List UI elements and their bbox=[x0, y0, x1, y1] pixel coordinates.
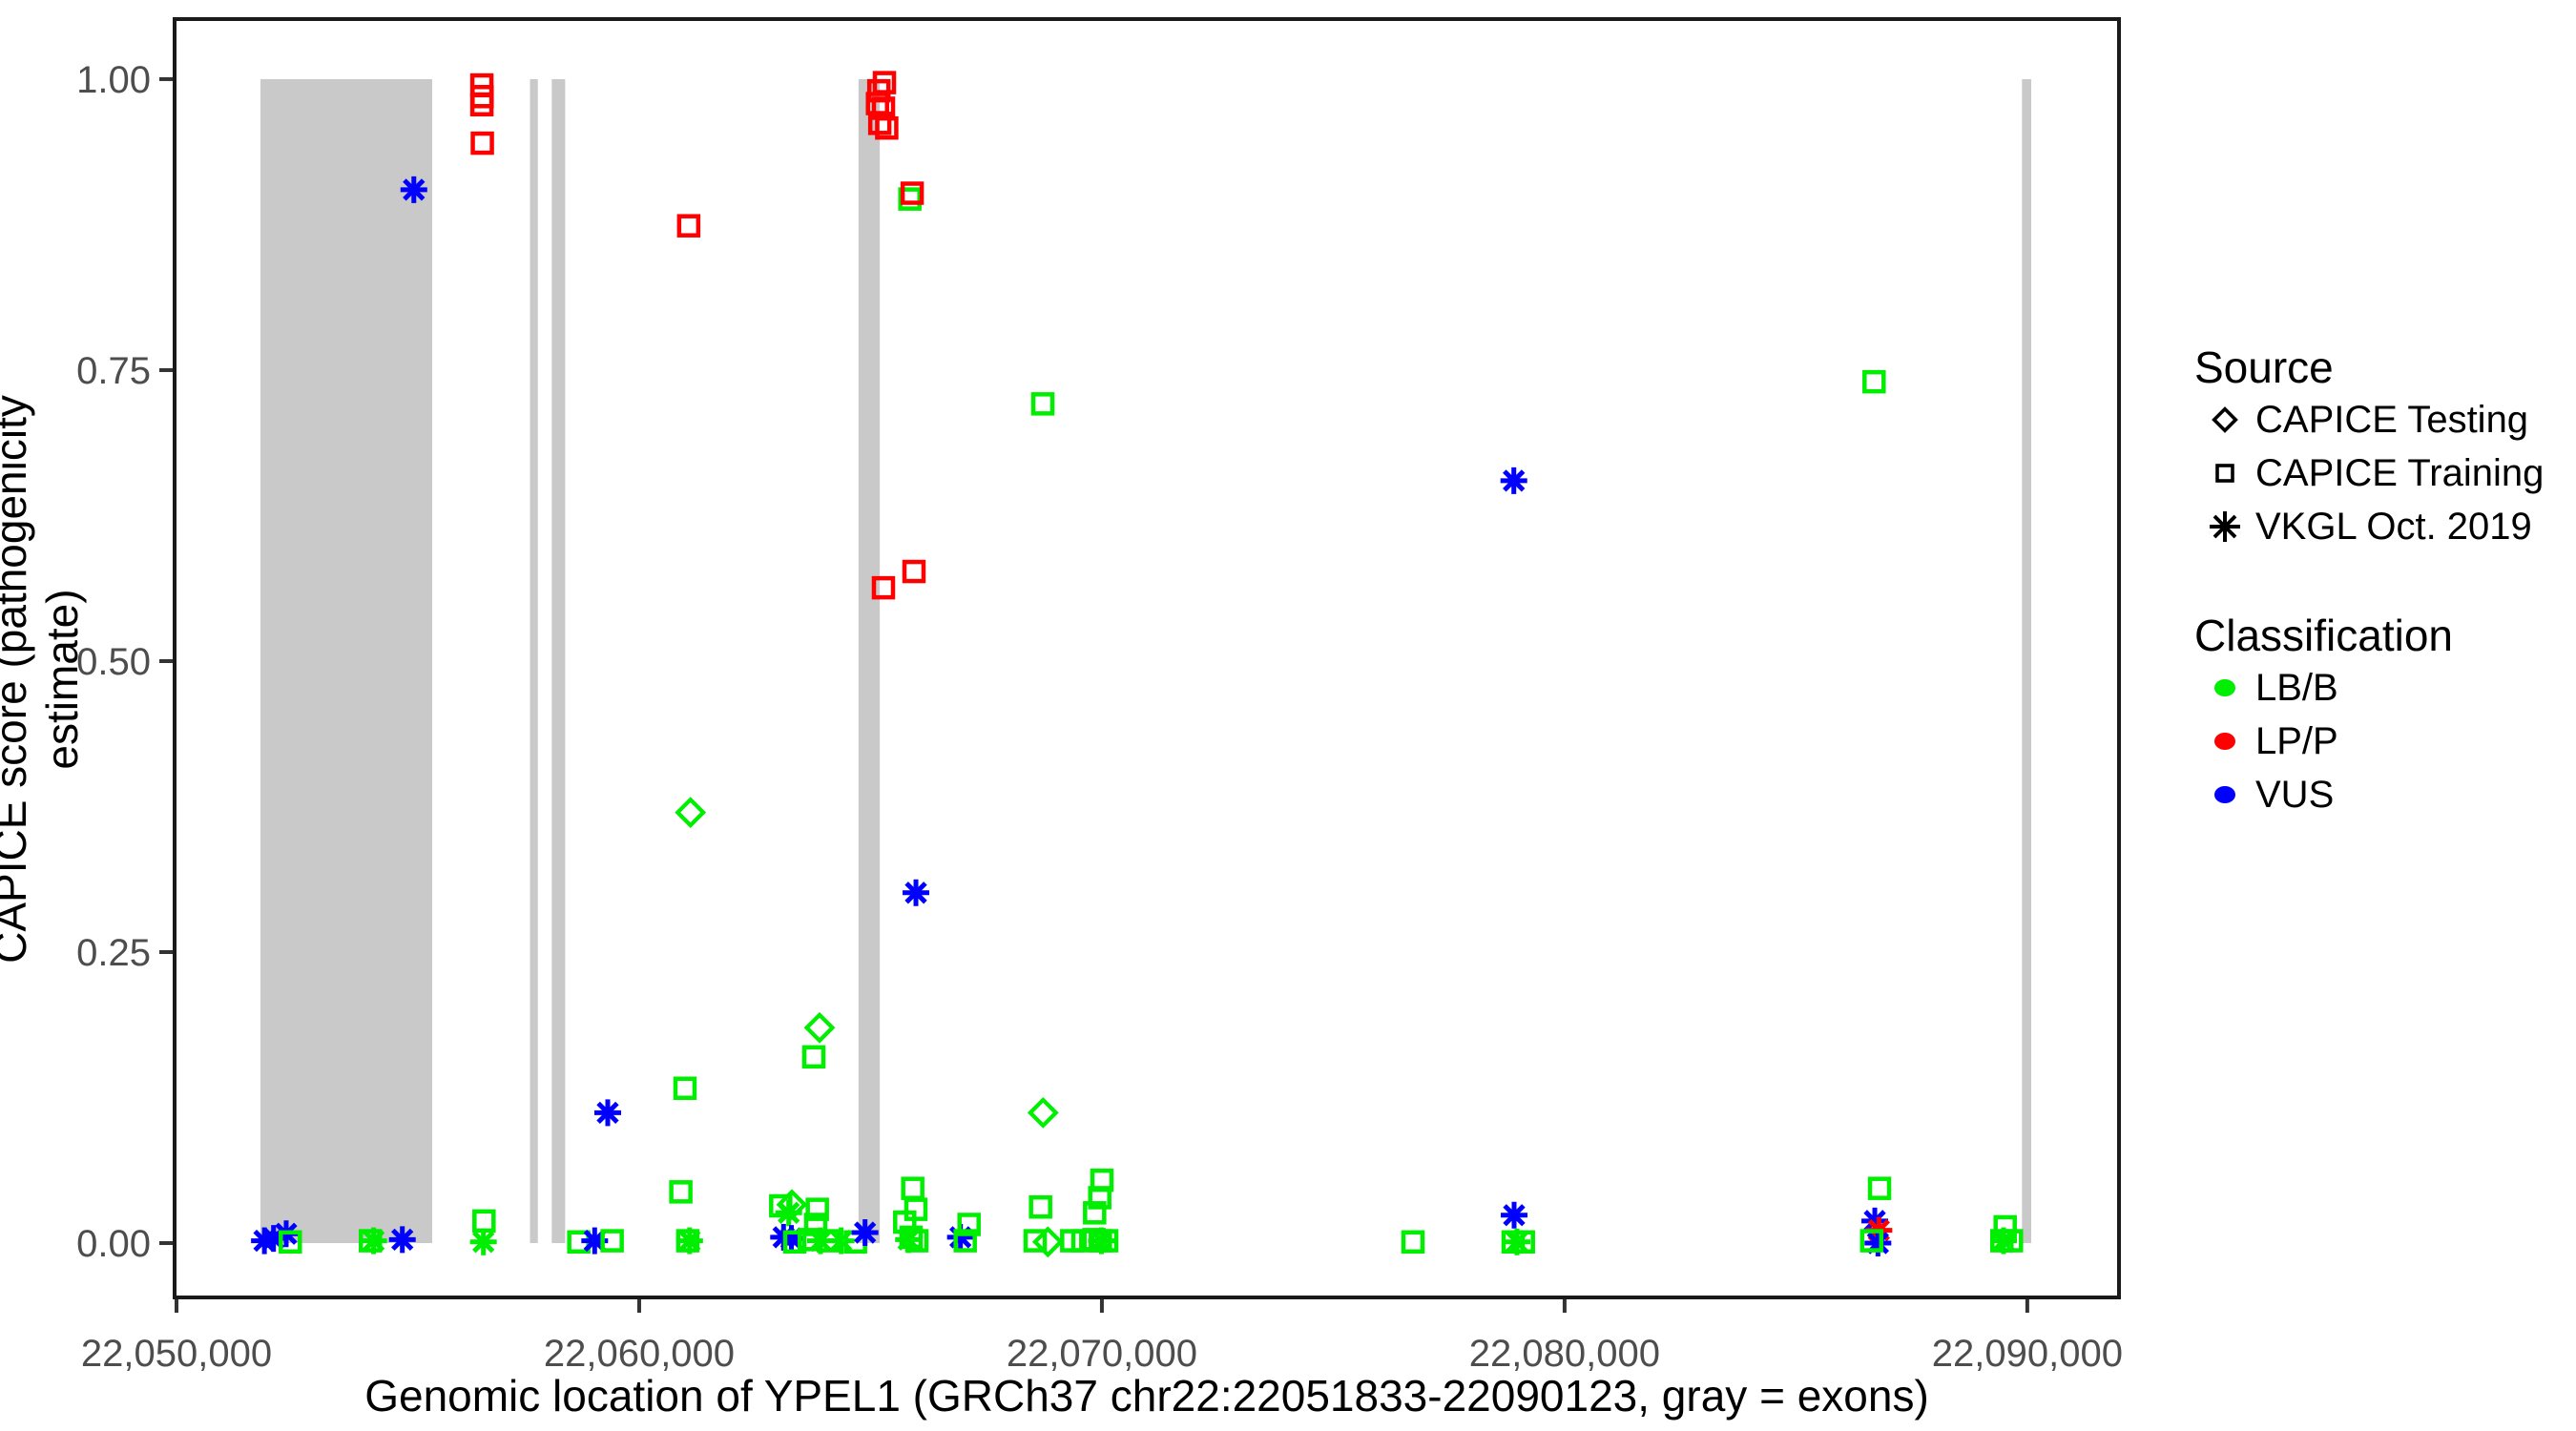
data-point-square bbox=[1023, 1229, 1048, 1253]
y-tick-label: 0.75 bbox=[76, 350, 151, 392]
legend-item-label: CAPICE Testing bbox=[2255, 398, 2529, 441]
data-point-square bbox=[1083, 1201, 1107, 1225]
data-point-square bbox=[893, 1210, 917, 1234]
legend-source-title: Source bbox=[2194, 342, 2334, 392]
data-point-square bbox=[1401, 1230, 1425, 1255]
data-point-square bbox=[279, 1230, 302, 1255]
data-point-square bbox=[898, 187, 922, 211]
data-point-diamond bbox=[803, 1011, 836, 1044]
data-point-square bbox=[801, 1045, 826, 1069]
asterisk-icon bbox=[2194, 504, 2255, 550]
data-point-square bbox=[1862, 369, 1886, 394]
x-tick-label: 22,070,000 bbox=[1007, 1333, 1197, 1375]
data-point-asterisk bbox=[851, 1219, 879, 1247]
legend: Source CAPICE Testing CAPICE Training bbox=[2194, 342, 2572, 821]
data-point-asterisk bbox=[1500, 467, 1527, 494]
legend-item-label: LB/B bbox=[2255, 666, 2338, 709]
exon-band bbox=[858, 78, 881, 1244]
y-tick-label: 0.25 bbox=[76, 932, 151, 974]
data-point-square bbox=[805, 1197, 829, 1221]
data-point-square bbox=[1088, 1186, 1111, 1210]
square-icon bbox=[2194, 452, 2255, 494]
y-tick-label: 0.50 bbox=[76, 641, 151, 683]
panel-border bbox=[173, 17, 2121, 1299]
data-point-square bbox=[676, 214, 701, 238]
exon-band bbox=[260, 78, 432, 1244]
data-point-square bbox=[871, 575, 896, 600]
data-point-asterisk bbox=[675, 1227, 703, 1255]
y-tick-label: 0.00 bbox=[76, 1223, 151, 1265]
data-point-asterisk bbox=[1500, 1201, 1527, 1229]
x-axis-title: Genomic location of YPEL1 (GRCh37 chr22:… bbox=[364, 1371, 1929, 1421]
x-tick-label: 22,090,000 bbox=[1932, 1333, 2123, 1375]
legend-item-label: VUS bbox=[2255, 773, 2335, 816]
data-point-diamond bbox=[675, 797, 707, 829]
legend-item-vkgl: VKGL Oct. 2019 bbox=[2194, 500, 2572, 553]
legend-item-label: VKGL Oct. 2019 bbox=[2255, 505, 2532, 548]
data-point-asterisk bbox=[593, 1099, 621, 1127]
plot-panel bbox=[175, 19, 2119, 1297]
data-point-square bbox=[673, 1076, 697, 1101]
data-point-asterisk bbox=[388, 1226, 416, 1254]
diamond-icon bbox=[2194, 399, 2255, 441]
x-tick-label: 22,080,000 bbox=[1469, 1333, 1660, 1375]
exon-band bbox=[2022, 78, 2032, 1244]
x-tick-label: 22,060,000 bbox=[544, 1333, 735, 1375]
data-point-asterisk bbox=[400, 176, 427, 203]
red-dot-icon bbox=[2194, 720, 2255, 762]
data-point-square bbox=[953, 1229, 977, 1253]
x-tick-label: 22,050,000 bbox=[81, 1333, 272, 1375]
data-point-square bbox=[1094, 1229, 1119, 1253]
data-point-square bbox=[782, 1230, 807, 1255]
y-tick-label: 1.00 bbox=[76, 59, 151, 101]
legend-spacer bbox=[2194, 553, 2572, 610]
y-axis-title: CAPICE score (pathogenicity estimate) bbox=[0, 395, 87, 964]
legend-item-capice-training: CAPICE Training bbox=[2194, 446, 2572, 500]
legend-item-lpp: LP/P bbox=[2194, 715, 2572, 768]
blue-dot-icon bbox=[2194, 774, 2255, 816]
data-point-asterisk bbox=[775, 1199, 802, 1227]
data-point-square bbox=[1511, 1230, 1535, 1255]
data-point-asterisk bbox=[1989, 1227, 2017, 1255]
data-point-square bbox=[669, 1180, 693, 1204]
legend-item-label: CAPICE Training bbox=[2255, 451, 2545, 494]
data-point-square bbox=[957, 1213, 981, 1236]
data-point-square bbox=[1028, 1194, 1052, 1219]
legend-item-capice-testing: CAPICE Testing bbox=[2194, 393, 2572, 446]
data-point-asterisk bbox=[360, 1227, 387, 1255]
legend-classification-title: Classification bbox=[2194, 611, 2453, 660]
data-point-asterisk bbox=[469, 1228, 497, 1255]
data-point-square bbox=[469, 93, 494, 117]
data-point-square bbox=[1867, 1176, 1892, 1200]
data-point-square bbox=[1859, 1229, 1884, 1253]
legend-item-lbb: LB/B bbox=[2194, 661, 2572, 715]
exon-band bbox=[530, 78, 538, 1244]
data-point-diamond bbox=[1027, 1096, 1059, 1129]
data-point-square bbox=[902, 559, 926, 584]
data-point-square bbox=[1030, 392, 1055, 416]
data-point-square bbox=[600, 1229, 624, 1253]
data-point-square bbox=[900, 181, 924, 205]
green-dot-icon bbox=[2194, 667, 2255, 709]
data-point-diamond bbox=[1031, 1226, 1064, 1258]
data-point-square bbox=[904, 1229, 929, 1253]
data-point-asterisk bbox=[903, 879, 930, 906]
data-point-square bbox=[470, 131, 494, 156]
legend-item-vus: VUS bbox=[2194, 768, 2572, 821]
data-point-square bbox=[867, 112, 892, 135]
legend-item-label: LP/P bbox=[2255, 719, 2338, 762]
data-point-asterisk bbox=[251, 1227, 279, 1255]
exon-band bbox=[551, 78, 566, 1244]
data-point-square bbox=[875, 115, 899, 140]
